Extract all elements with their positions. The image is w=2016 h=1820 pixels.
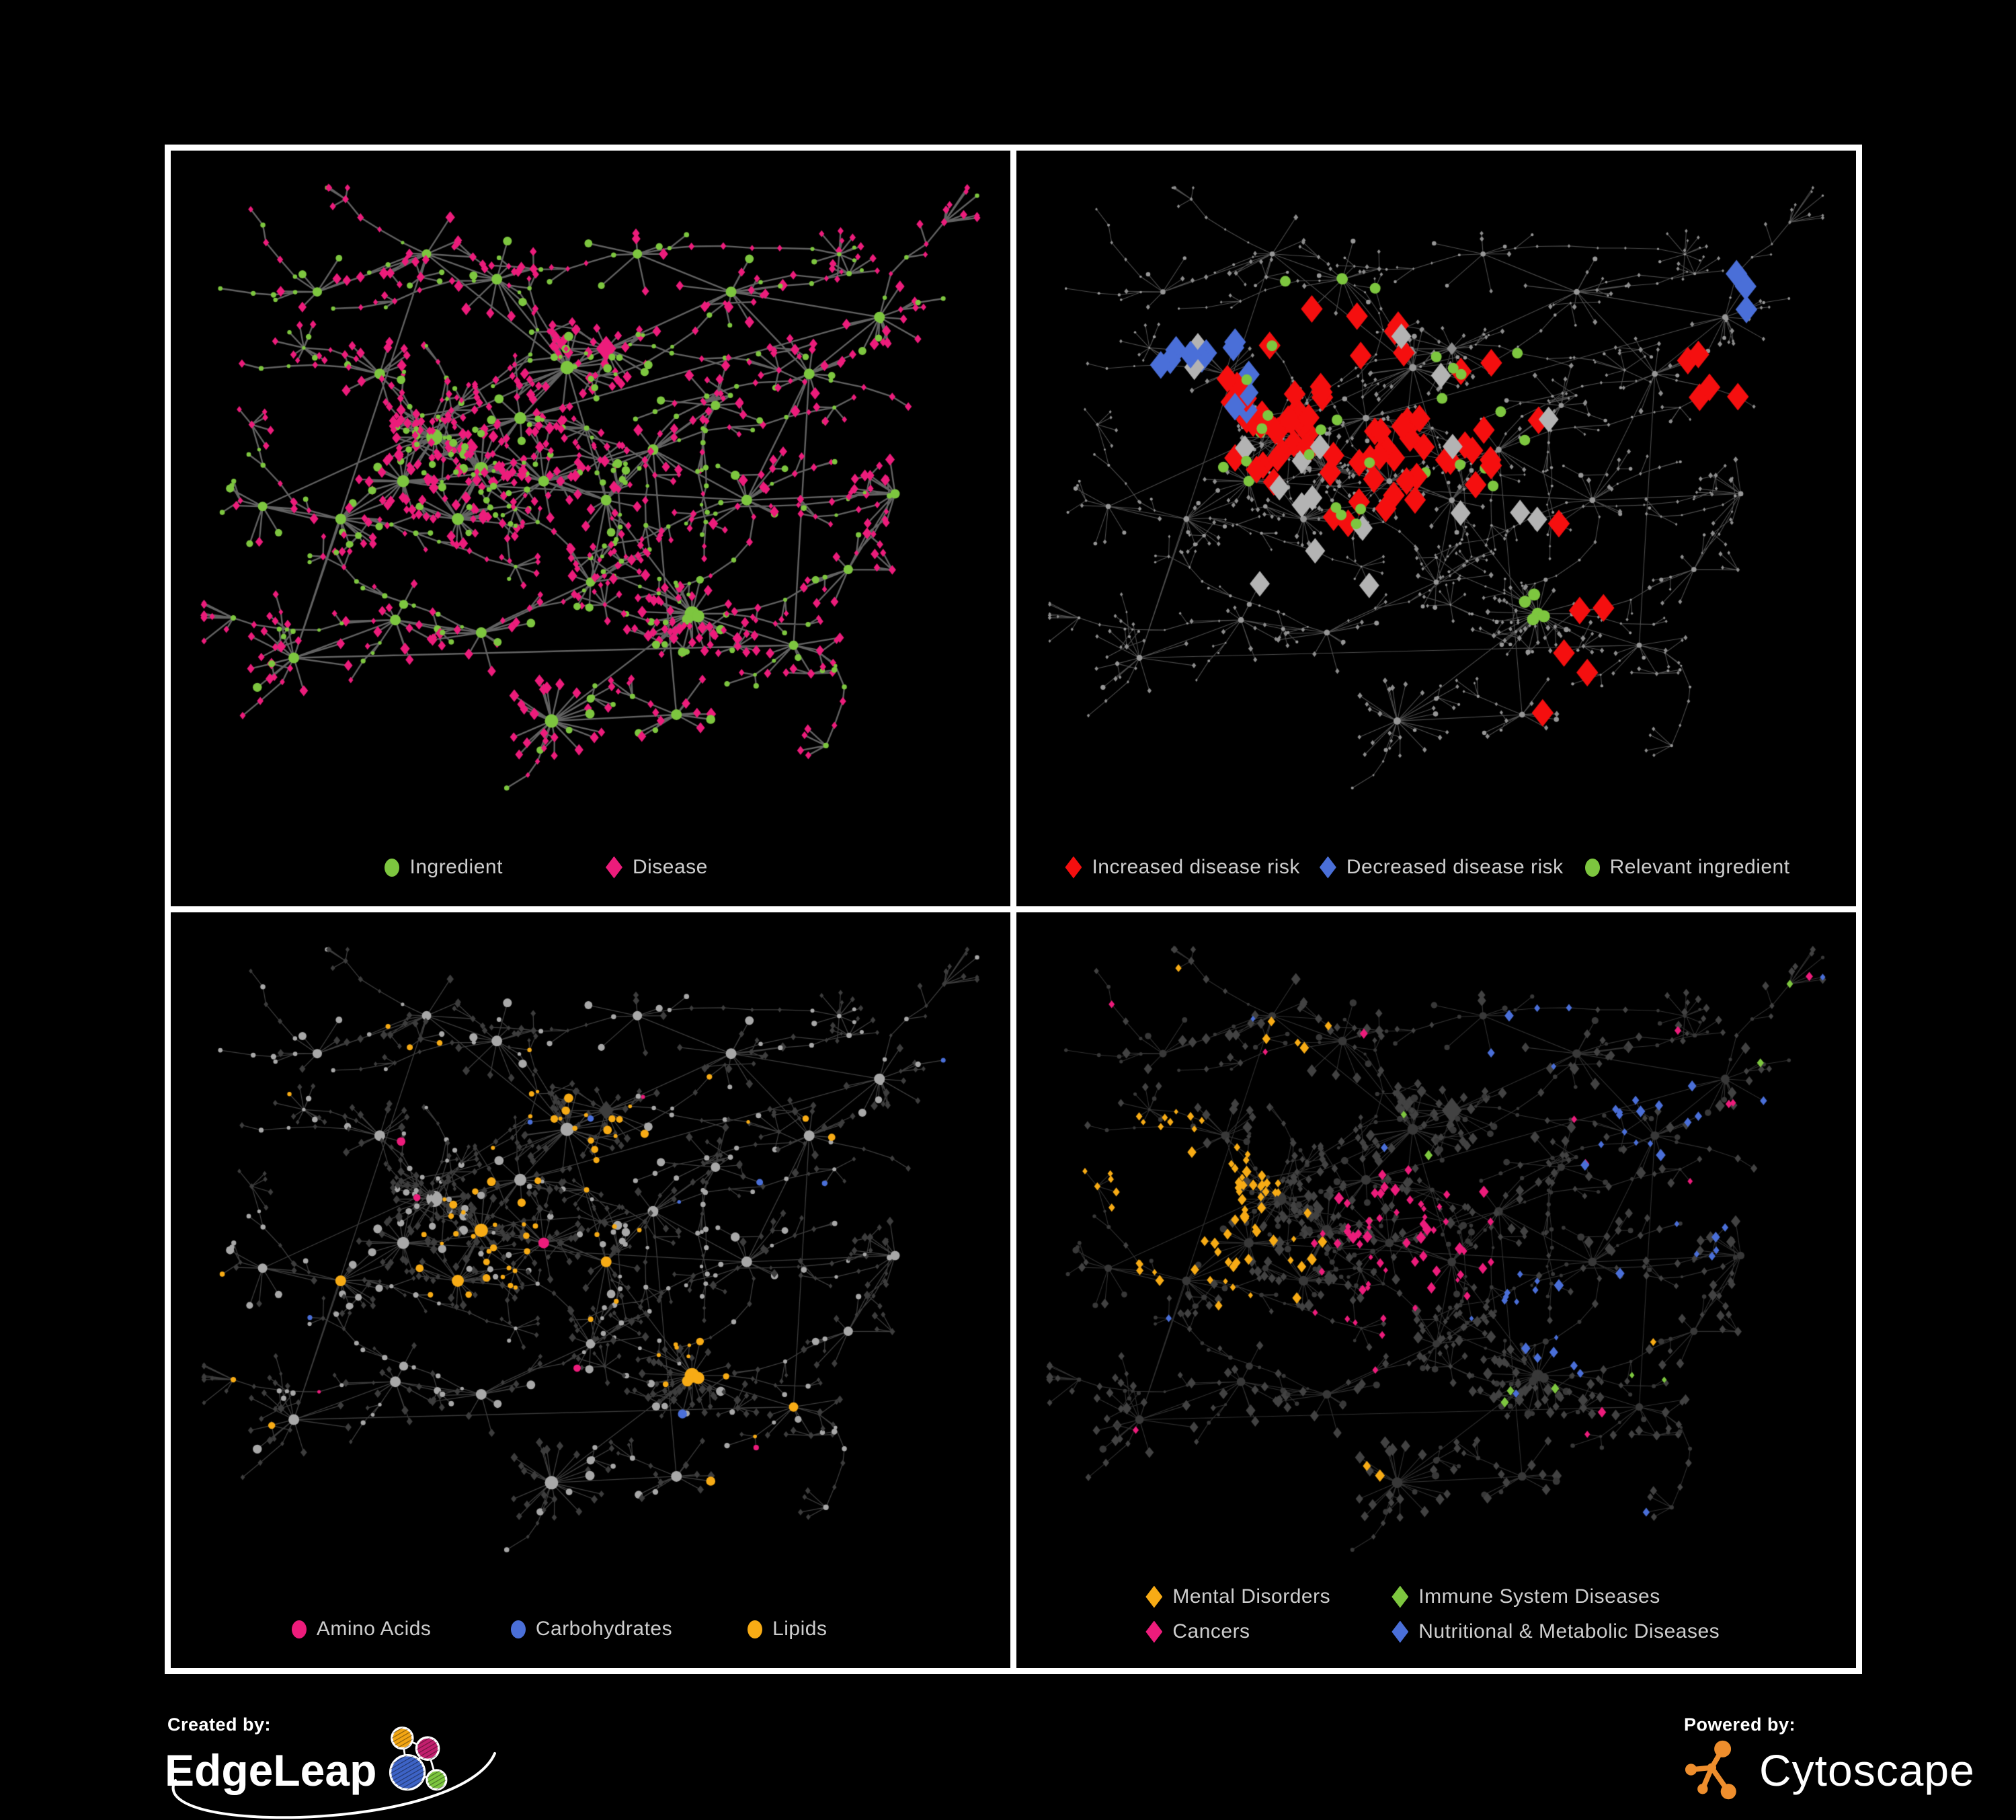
carbohydrates-circle-icon bbox=[510, 1620, 526, 1638]
network-canvas-ingredient-disease bbox=[171, 151, 1010, 906]
relevant-ingredient-circle-icon bbox=[1584, 858, 1600, 877]
panel-grid: Ingredient Disease Increased disease ris… bbox=[165, 145, 1862, 1674]
created-by-label: Created by: bbox=[167, 1714, 272, 1735]
legend-item-immune-system-diseases: Immune System Diseases bbox=[1392, 1583, 1660, 1610]
panel-disease-risk-network: Increased disease risk Decreased disease… bbox=[1016, 151, 1856, 906]
legend-label-ingredient: Ingredient bbox=[409, 856, 503, 878]
lipids-circle-icon bbox=[748, 1620, 763, 1638]
network-canvas-nutrient-classes bbox=[171, 912, 1010, 1668]
legend-item-cancers: Cancers bbox=[1145, 1618, 1250, 1645]
legend-item-decreased-risk: Decreased disease risk bbox=[1319, 854, 1564, 881]
panel-disease-classes-network: Mental Disorders Immune System Diseases … bbox=[1016, 912, 1856, 1668]
legend-label-mental-disorders: Mental Disorders bbox=[1172, 1585, 1331, 1608]
edgeleap-network-icon bbox=[389, 1726, 448, 1791]
legend-item-carbohydrates: Carbohydrates bbox=[510, 1616, 673, 1643]
nutritional-metabolic-diamond-icon bbox=[1392, 1620, 1409, 1643]
legend-label-immune-system-diseases: Immune System Diseases bbox=[1418, 1585, 1660, 1608]
amino-acids-circle-icon bbox=[291, 1620, 307, 1638]
cytoscape-network-icon bbox=[1685, 1740, 1736, 1800]
panel-ingredient-disease-network: Ingredient Disease bbox=[171, 151, 1010, 906]
legend-item-mental-disorders: Mental Disorders bbox=[1145, 1583, 1330, 1610]
legend-item-ingredient: Ingredient bbox=[385, 854, 502, 881]
powered-by-label: Powered by: bbox=[1684, 1714, 1796, 1735]
legend-label-amino-acids: Amino Acids bbox=[316, 1618, 432, 1640]
legend-item-amino-acids: Amino Acids bbox=[291, 1616, 432, 1643]
legend-label-relevant-ingredient: Relevant ingredient bbox=[1609, 856, 1790, 878]
immune-system-diamond-icon bbox=[1392, 1585, 1409, 1608]
disease-diamond-icon bbox=[605, 856, 622, 879]
legend-label-carbohydrates: Carbohydrates bbox=[535, 1618, 673, 1640]
legend-item-disease: Disease bbox=[605, 854, 708, 881]
legend-item-lipids: Lipids bbox=[748, 1616, 827, 1643]
network-canvas-disease-classes bbox=[1016, 912, 1856, 1668]
cancers-diamond-icon bbox=[1145, 1620, 1163, 1643]
legend-label-cancers: Cancers bbox=[1172, 1620, 1250, 1643]
legend-item-relevant-ingredient: Relevant ingredient bbox=[1584, 854, 1790, 881]
cytoscape-wordmark: Cytoscape bbox=[1759, 1745, 1975, 1795]
network-canvas-disease-risk bbox=[1016, 151, 1856, 906]
legend-label-increased-risk: Increased disease risk bbox=[1092, 856, 1300, 878]
legend-item-increased-risk: Increased disease risk bbox=[1065, 854, 1299, 881]
legend-label-disease: Disease bbox=[632, 856, 708, 878]
decreased-risk-diamond-icon bbox=[1319, 856, 1336, 879]
edgeleap-logo: Created by: EdgeLeap bbox=[165, 1714, 528, 1819]
legend-label-lipids: Lipids bbox=[772, 1618, 828, 1640]
ingredient-circle-icon bbox=[385, 858, 400, 877]
legend-item-nutritional-metabolic-diseases: Nutritional & Metabolic Diseases bbox=[1392, 1618, 1720, 1645]
legend-label-nutritional-metabolic-diseases: Nutritional & Metabolic Diseases bbox=[1418, 1620, 1720, 1643]
legend-label-decreased-risk: Decreased disease risk bbox=[1346, 856, 1564, 878]
panel-nutrient-classes-network: Amino Acids Carbohydrates Lipids bbox=[171, 912, 1010, 1668]
cytoscape-logo: Powered by: Cytoscape bbox=[1684, 1714, 1980, 1819]
edgeleap-wordmark: EdgeLeap bbox=[165, 1745, 377, 1795]
increased-risk-diamond-icon bbox=[1065, 856, 1082, 879]
mental-disorders-diamond-icon bbox=[1145, 1585, 1163, 1608]
